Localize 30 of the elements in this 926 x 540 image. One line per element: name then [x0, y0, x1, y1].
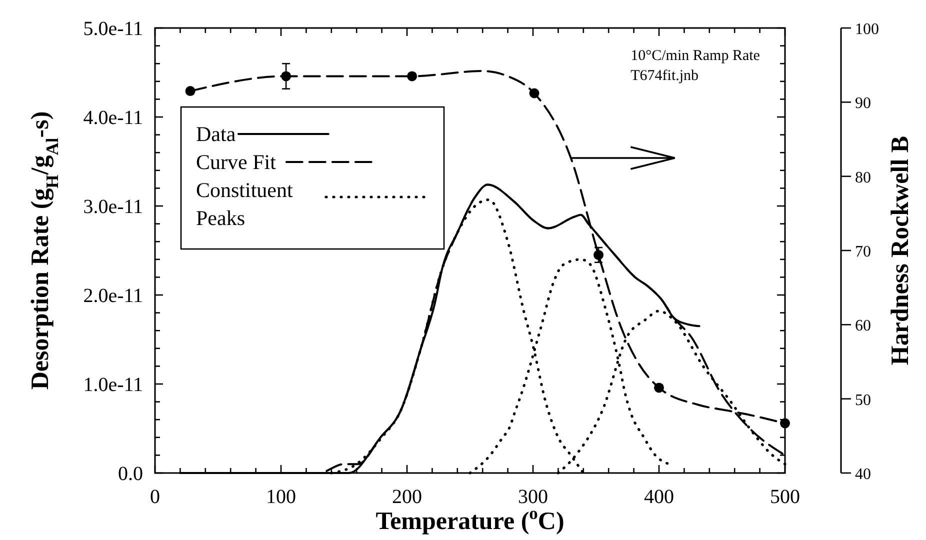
y-tick-label: 4.0e-11	[83, 107, 143, 129]
y-tick-label: 0.0	[118, 463, 143, 485]
point	[654, 382, 664, 393]
y-tick-label: 2.0e-11	[83, 285, 143, 307]
y-tick-label: 3.0e-11	[83, 196, 143, 218]
x-tick-label: 0	[150, 486, 160, 508]
point	[185, 86, 196, 96]
legend-label: Data	[196, 122, 236, 146]
annotation: 10°C/min Ramp Rate	[630, 48, 760, 64]
point	[594, 250, 604, 260]
annotation: T674fit.jnb	[630, 68, 699, 84]
y2-tick-label: 50	[855, 392, 871, 409]
y-tick-label: 5.0e-11	[83, 18, 143, 40]
point	[407, 71, 418, 82]
x-tick-label: 100	[266, 486, 296, 508]
y2-axis-title: Hardness Rockwell B	[887, 136, 914, 366]
y2-tick-label: 40	[855, 466, 871, 483]
point	[281, 71, 292, 82]
point	[780, 418, 790, 428]
y-tick-label: 1.0e-11	[83, 374, 143, 396]
x-tick-label: 500	[770, 486, 800, 508]
y2-tick-label: 100	[855, 21, 879, 38]
legend-label: Curve Fit	[196, 150, 276, 174]
x-tick-label: 400	[644, 486, 674, 508]
y2-tick-label: 60	[855, 318, 871, 335]
point	[529, 88, 540, 98]
legend-label: Constituent Peaks	[196, 178, 294, 230]
y2-tick-label: 80	[855, 169, 871, 186]
y2-tick-label: 70	[855, 244, 871, 260]
y2-tick-label: 90	[855, 95, 871, 112]
